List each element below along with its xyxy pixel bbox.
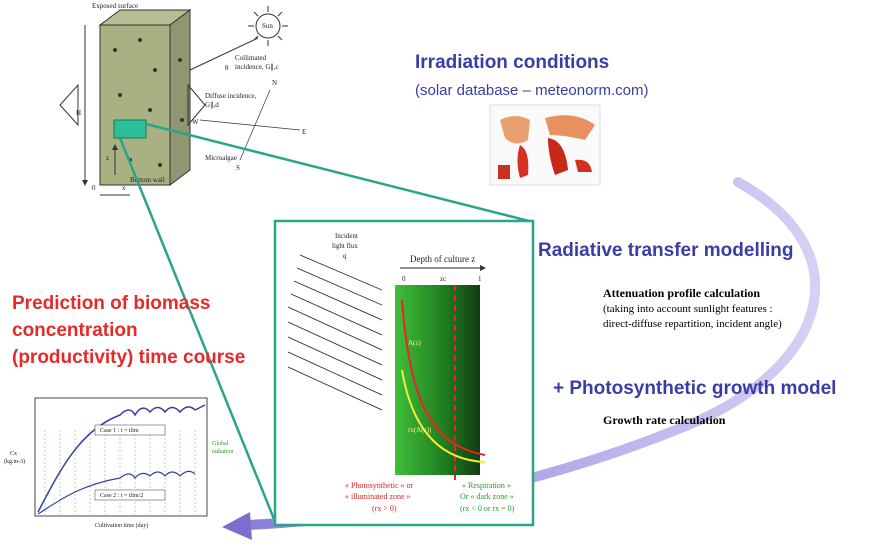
label: H xyxy=(76,109,81,117)
label: S xyxy=(236,164,240,172)
label: Incident xyxy=(335,232,358,240)
label: q xyxy=(343,252,347,260)
label: Case 2 : t = tlim/2 xyxy=(100,493,143,499)
label: rx(A(z)) xyxy=(408,426,432,434)
label: Cultivation time (day) xyxy=(95,522,148,529)
reactor-drawing: Exposed surface Sun Collimated incidence… xyxy=(59,2,306,196)
label: Sun xyxy=(262,22,273,30)
subtitle: Attenuation profile calculation xyxy=(603,286,760,300)
label: Exposed surface xyxy=(92,2,138,10)
note: (taking into account sunlight features : xyxy=(603,303,773,315)
label: radiation xyxy=(212,449,233,455)
title: concentration xyxy=(12,320,138,341)
label: « Respiration » xyxy=(462,481,511,490)
label: A(z) xyxy=(408,339,421,347)
label: 0 xyxy=(92,184,96,192)
label: W xyxy=(192,118,199,126)
label: z xyxy=(106,154,109,162)
title: Prediction of biomass xyxy=(12,293,210,314)
label: G∥,d xyxy=(205,101,219,109)
zoom-line xyxy=(118,137,278,525)
subtitle: Growth rate calculation xyxy=(603,413,726,427)
label: θ xyxy=(225,64,229,72)
world-map xyxy=(489,104,601,186)
label: Collimated xyxy=(235,54,267,62)
label: Bottom wall xyxy=(130,176,165,184)
label: 0 xyxy=(402,275,406,283)
label: (rx < 0 or rx = 0) xyxy=(460,504,515,513)
title: Radiative transfer modelling xyxy=(538,240,794,261)
label: « illuminated zone » xyxy=(345,492,411,501)
title: (productivity) time course xyxy=(12,347,245,368)
label: Cx xyxy=(10,451,17,457)
label: light flux xyxy=(332,242,358,250)
label: Case 1 : t = tlim xyxy=(100,428,139,434)
label: Microalgae xyxy=(205,154,237,162)
label: N xyxy=(272,79,277,87)
label: Diffuse incidence, xyxy=(205,92,256,100)
label: x xyxy=(122,184,126,192)
label: E xyxy=(302,128,306,136)
culture-depth xyxy=(395,285,480,475)
label: « Photosynthetic » or xyxy=(345,481,414,490)
title: Irradiation conditions xyxy=(415,52,609,73)
label: incidence, G∥,c xyxy=(235,63,279,71)
arrow-head xyxy=(222,512,252,540)
label: zc xyxy=(440,275,446,283)
label: Global xyxy=(212,441,229,447)
title: + Photosynthetic growth model xyxy=(553,378,836,399)
label: (rx > 0) xyxy=(372,504,397,513)
label: Or « dark zone » xyxy=(460,492,514,501)
label: 1 xyxy=(478,275,482,283)
label: Depth of culture z xyxy=(410,254,475,264)
note: direct-diffuse repartition, incident ang… xyxy=(603,318,782,330)
subtitle: (solar database – meteonorm.com) xyxy=(415,82,648,99)
biomass-graph: Case 1 : t = tlim Case 2 : t = tlim/2 Cx… xyxy=(4,397,233,529)
zoom-line xyxy=(145,122,534,224)
label: (kg.m-3) xyxy=(4,458,25,465)
